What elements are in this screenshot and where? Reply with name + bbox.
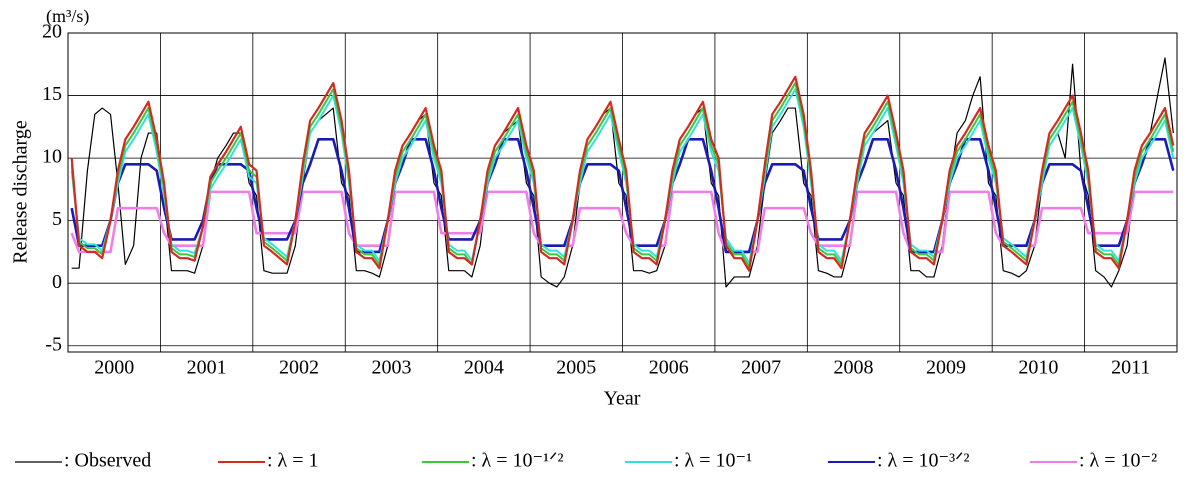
x-tick-label: 2010 <box>1018 357 1058 379</box>
y-tick-label: 0 <box>52 271 62 293</box>
x-tick-label: 2009 <box>926 357 966 379</box>
x-tick-label: 2005 <box>556 357 596 379</box>
x-tick-label: 2004 <box>464 357 504 379</box>
series-line <box>70 88 1175 265</box>
legend-label: : λ = 10⁻³ᐟ² <box>877 450 970 472</box>
x-tick-label: 2008 <box>834 357 874 379</box>
y-tick-label: 15 <box>42 83 62 105</box>
x-tick-label: 2006 <box>649 357 689 379</box>
plot-frame <box>67 32 1178 353</box>
legend-label: : λ = 10⁻¹ᐟ² <box>471 450 564 472</box>
series-line <box>70 75 1175 272</box>
y-tick-label: 5 <box>52 208 62 230</box>
x-tick-label: 2007 <box>741 357 781 379</box>
x-tick-label: 2003 <box>371 357 411 379</box>
legend-label: : Observed <box>64 450 151 472</box>
series-line <box>70 138 1175 254</box>
x-tick-label: 2002 <box>279 357 319 379</box>
x-tick-label: 2001 <box>187 357 227 379</box>
unit-label: (m³/s) <box>46 6 89 27</box>
x-axis-label: Year <box>604 388 641 410</box>
y-tick-label: -5 <box>45 333 62 355</box>
legend-label: : λ = 10⁻² <box>1079 450 1157 472</box>
series-line <box>70 82 1175 268</box>
legend-label: : λ = 1 <box>267 450 319 472</box>
y-axis-label: Release discharge <box>10 120 32 264</box>
y-tick-label: 20 <box>42 21 62 43</box>
x-tick-label: 2011 <box>1111 357 1150 379</box>
series-line <box>70 190 1174 254</box>
legend-label: : λ = 10⁻¹ <box>674 450 752 472</box>
y-tick-label: 10 <box>42 146 62 168</box>
x-tick-label: 2000 <box>94 357 134 379</box>
